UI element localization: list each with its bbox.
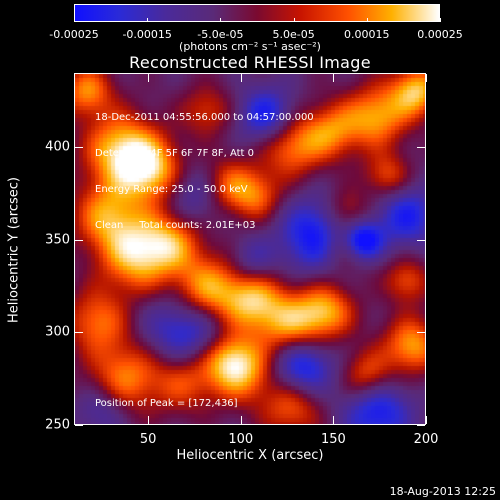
y-tick-label: 250 <box>45 417 70 433</box>
x-tick-label: 200 <box>413 432 439 447</box>
x-tick-mark <box>333 74 335 82</box>
colorbar-tick-label: 5.0e-05 <box>272 28 315 41</box>
colorbar <box>74 4 440 22</box>
timestamp: 18-Aug-2013 12:25 <box>389 485 496 498</box>
peak-position-label: Position of Peak = [172,436] <box>95 398 238 409</box>
annotation-energy-range: Energy Range: 25.0 - 50.0 keV <box>95 184 248 195</box>
annotation-time-range: 18-Dec-2011 04:55:56.000 to 04:57:00.000 <box>95 112 314 123</box>
x-tick-label: 50 <box>139 432 157 447</box>
y-tick-label: 400 <box>45 139 70 155</box>
x-tick-mark <box>240 74 242 82</box>
y-tick-mark <box>417 147 425 149</box>
colorbar-tick-mark <box>74 18 75 22</box>
y-axis-label-wrap: Heliocentric Y (arcsec) <box>4 160 24 340</box>
x-tick-mark <box>333 416 335 424</box>
colorbar-tick-label: -0.00025 <box>49 28 99 41</box>
heatmap-image <box>75 74 425 424</box>
colorbar-tick-mark <box>293 18 295 22</box>
plot-area: 18-Dec-2011 04:55:56.000 to 04:57:00.000… <box>74 73 426 425</box>
colorbar-tick-label: 0.00025 <box>417 28 463 41</box>
x-tick-mark <box>148 416 150 424</box>
y-tick-mark <box>417 332 425 334</box>
colorbar-tick-mark <box>440 18 441 22</box>
y-tick-mark <box>75 147 83 149</box>
x-tick-label: 150 <box>320 432 346 447</box>
y-tick-mark <box>75 239 83 241</box>
x-tick-label: 100 <box>228 432 254 447</box>
y-tick-label: 300 <box>45 324 70 340</box>
x-tick-mark <box>426 74 427 82</box>
annotation-clean-counts: Clean Total counts: 2.01E+03 <box>95 220 256 231</box>
y-tick-mark <box>417 239 425 241</box>
y-tick-mark <box>417 425 425 426</box>
y-axis-label: Heliocentric Y (arcsec) <box>6 177 22 323</box>
colorbar-units: (photons cm⁻² s⁻¹ asec⁻²) <box>179 40 321 53</box>
chart-title: Reconstructed RHESSI Image <box>129 53 371 72</box>
info-annotations: 18-Dec-2011 04:55:56.000 to 04:57:00.000… <box>95 88 314 256</box>
colorbar-tick-label: 0.00015 <box>344 28 390 41</box>
x-axis-label: Heliocentric X (arcsec) <box>176 448 324 463</box>
colorbar-tick-label: -0.00015 <box>122 28 172 41</box>
colorbar-tick-mark <box>366 18 368 22</box>
colorbar-tick-mark <box>220 18 222 22</box>
y-tick-mark <box>75 332 83 334</box>
y-tick-mark <box>75 425 83 426</box>
x-tick-mark <box>426 416 427 424</box>
x-tick-mark <box>148 74 150 82</box>
annotation-detectors: Detectors: 4F 5F 6F 7F 8F, Att 0 <box>95 148 255 159</box>
x-tick-mark <box>240 416 242 424</box>
y-tick-label: 350 <box>45 232 70 248</box>
colorbar-tick-label: -5.0e-05 <box>197 28 244 41</box>
colorbar-tick-mark <box>147 18 149 22</box>
